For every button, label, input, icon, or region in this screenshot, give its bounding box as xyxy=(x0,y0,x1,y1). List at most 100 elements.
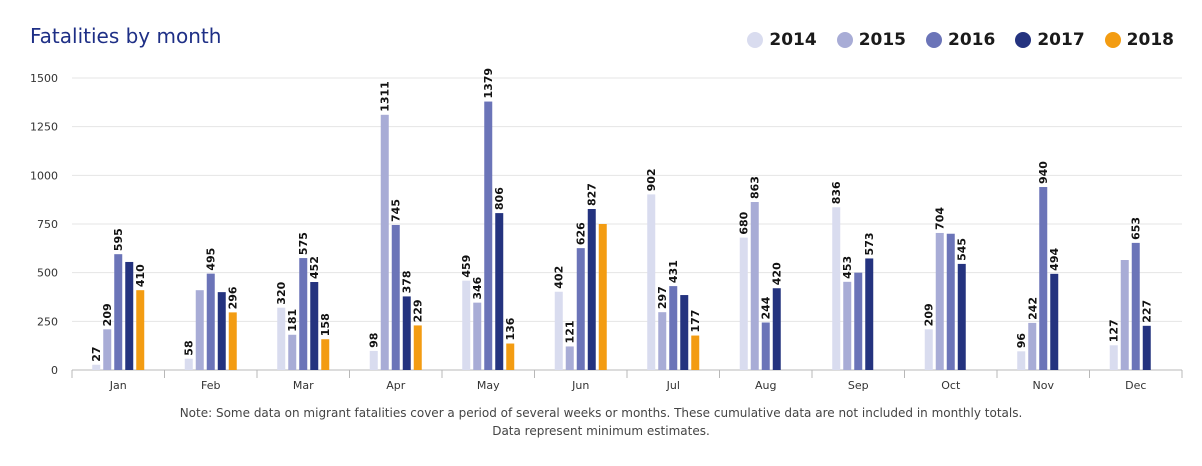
data-label: 863 xyxy=(749,176,762,199)
data-label: 297 xyxy=(656,286,669,309)
bar xyxy=(935,232,944,370)
data-label: 573 xyxy=(863,232,876,255)
bar xyxy=(299,258,308,370)
bar xyxy=(92,364,101,370)
legend-label: 2016 xyxy=(948,30,996,50)
legend-item: 2016 xyxy=(926,30,995,50)
bar xyxy=(1050,273,1059,370)
data-label: 459 xyxy=(460,255,473,278)
data-label: 653 xyxy=(1130,217,1143,240)
bar xyxy=(369,350,378,370)
x-tick-label: May xyxy=(477,379,500,392)
data-label: 58 xyxy=(183,340,196,355)
y-tick-label: 1250 xyxy=(30,121,58,134)
bar xyxy=(206,273,215,370)
bar xyxy=(1028,322,1037,370)
legend: 2014 2015 2016 2017 2018 xyxy=(747,30,1174,50)
data-label: 121 xyxy=(564,320,577,343)
legend-swatch xyxy=(1104,32,1121,48)
legend-swatch xyxy=(836,32,853,48)
bar xyxy=(103,329,112,370)
data-label: 244 xyxy=(760,296,773,319)
bar xyxy=(565,346,574,370)
data-label: 1311 xyxy=(379,81,392,112)
data-label: 806 xyxy=(493,187,506,210)
bar xyxy=(1120,260,1129,370)
y-tick-label: 1000 xyxy=(30,169,58,182)
data-label: 209 xyxy=(923,303,936,326)
legend-item: 2018 xyxy=(1104,30,1174,50)
bar xyxy=(380,114,389,371)
x-tick-label: Jun xyxy=(571,379,589,392)
bar xyxy=(576,248,585,370)
data-label: 626 xyxy=(575,222,588,245)
bar xyxy=(125,261,134,370)
bar xyxy=(691,335,700,370)
bar xyxy=(772,288,781,370)
data-label: 420 xyxy=(771,262,784,285)
x-tick-label: Nov xyxy=(1033,379,1055,392)
data-label: 704 xyxy=(934,207,947,230)
bar xyxy=(946,233,955,370)
data-label: 227 xyxy=(1141,300,1154,323)
bar xyxy=(484,101,493,371)
x-tick-label: Oct xyxy=(941,379,961,392)
bar xyxy=(1017,351,1026,370)
bar xyxy=(114,254,123,370)
legend-swatch xyxy=(747,32,764,48)
bar xyxy=(957,263,966,370)
x-tick-label: Dec xyxy=(1125,379,1146,392)
bar xyxy=(506,343,515,370)
bar xyxy=(136,290,145,370)
data-label: 378 xyxy=(401,270,414,293)
legend-item: 2014 xyxy=(747,30,817,50)
legend-label: 2017 xyxy=(1037,30,1085,50)
bar xyxy=(865,258,874,370)
data-label: 827 xyxy=(586,183,599,206)
data-label: 940 xyxy=(1037,161,1050,184)
bar xyxy=(184,358,193,370)
bar xyxy=(462,280,471,370)
bar xyxy=(761,322,770,370)
data-label: 410 xyxy=(134,264,147,287)
legend-item: 2015 xyxy=(836,30,907,50)
y-tick-label: 250 xyxy=(37,315,58,328)
chart-note: Note: Some data on migrant fatalities co… xyxy=(0,404,1202,440)
data-label: 27 xyxy=(90,346,103,361)
bar xyxy=(1142,325,1151,370)
data-label: 136 xyxy=(504,317,517,340)
bar xyxy=(321,339,330,370)
data-label: 229 xyxy=(412,299,425,322)
data-label: 431 xyxy=(667,260,680,283)
data-label: 296 xyxy=(227,286,240,309)
bar xyxy=(391,224,400,370)
bar xyxy=(554,291,563,370)
x-tick-label: Mar xyxy=(293,379,314,392)
data-label: 242 xyxy=(1026,297,1039,320)
bar xyxy=(658,312,667,370)
data-label: 545 xyxy=(956,238,969,261)
x-tick-label: Jul xyxy=(666,379,680,392)
data-label: 177 xyxy=(689,310,702,333)
x-tick-label: Sep xyxy=(848,379,869,392)
bar xyxy=(310,282,319,370)
data-label: 902 xyxy=(645,168,658,191)
y-tick-label: 500 xyxy=(37,267,58,280)
legend-label: 2018 xyxy=(1126,30,1174,50)
chart-title: Fatalities by month xyxy=(30,24,222,48)
y-tick-label: 1500 xyxy=(30,72,58,85)
x-tick-label: Apr xyxy=(386,379,406,392)
data-label: 98 xyxy=(368,333,381,348)
data-label: 595 xyxy=(112,228,125,251)
bar xyxy=(739,237,748,370)
data-label: 495 xyxy=(205,248,218,271)
x-tick-label: Feb xyxy=(201,379,220,392)
bar xyxy=(288,334,297,370)
bar xyxy=(195,290,204,370)
bar xyxy=(1131,242,1140,370)
legend-label: 2015 xyxy=(858,30,907,50)
note-line-2: Data represent minimum estimates. xyxy=(492,424,710,438)
bar xyxy=(413,325,422,370)
bar xyxy=(473,302,482,370)
legend-swatch xyxy=(926,32,943,48)
